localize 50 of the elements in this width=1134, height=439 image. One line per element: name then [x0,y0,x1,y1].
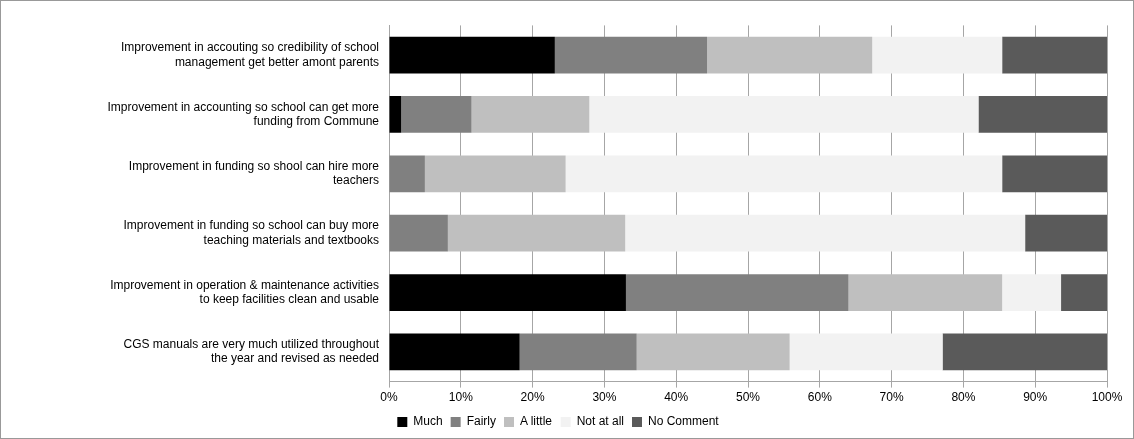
bar [1061,274,1107,311]
legend-label: Fairly [466,414,496,429]
y-tick-label: Improvement in operation & maintenance activities to keep facilities clean and usable [110,277,380,307]
y-tick-label: CGS manuals are very much utilized throughout the year and revised as needed [123,337,380,366]
bar [1002,36,1107,74]
bar [625,214,1026,252]
bar [389,155,425,193]
bar [424,155,566,193]
bar [1025,214,1107,252]
legend-label: Much [413,414,443,429]
bar [389,214,448,252]
bar [447,214,626,252]
x-tick-label: 10% [448,390,474,405]
bar [942,333,1107,371]
bar [389,96,402,133]
bar [848,274,1003,311]
x-tick-label: 70% [879,390,904,405]
x-tick-label: 80% [951,390,976,405]
x-tick-label: 20% [520,390,545,405]
bar [389,36,555,74]
x-tick-label: 100% [1091,390,1123,405]
legend-label: Not at all [576,414,625,429]
bar [789,333,943,371]
bar [589,96,979,133]
x-tick-label: 30% [592,390,617,405]
legend-label: No Comment [648,414,720,429]
x-tick-label: 0% [380,390,398,405]
y-tick-label: Improvement in funding so shool can hire more teachers [128,158,380,188]
bar [401,96,472,133]
x-tick-label: 90% [1023,390,1048,405]
bar [978,96,1107,133]
bar [636,333,790,371]
bar [1002,274,1062,311]
bar [565,155,1003,193]
y-tick-label: Improvement in accouting so credibility of school management get better amont parents [120,40,379,69]
legend-label: A little [519,414,553,429]
bar [872,36,1003,74]
bar [389,274,626,311]
y-tick-label: Improvement in funding so school can buy more teaching materials and textbooks [123,218,380,247]
bar [707,36,873,74]
bar [389,333,520,371]
x-tick-label: 40% [664,390,689,405]
bar [519,333,637,371]
bar [1002,155,1107,193]
x-tick-label: 60% [807,390,833,405]
x-tick-label: 50% [735,390,761,405]
bar [471,96,590,133]
y-tick-label: Improvement in accounting so school can get more funding from Commune [107,99,380,128]
bar [625,274,849,311]
bar [554,36,708,74]
